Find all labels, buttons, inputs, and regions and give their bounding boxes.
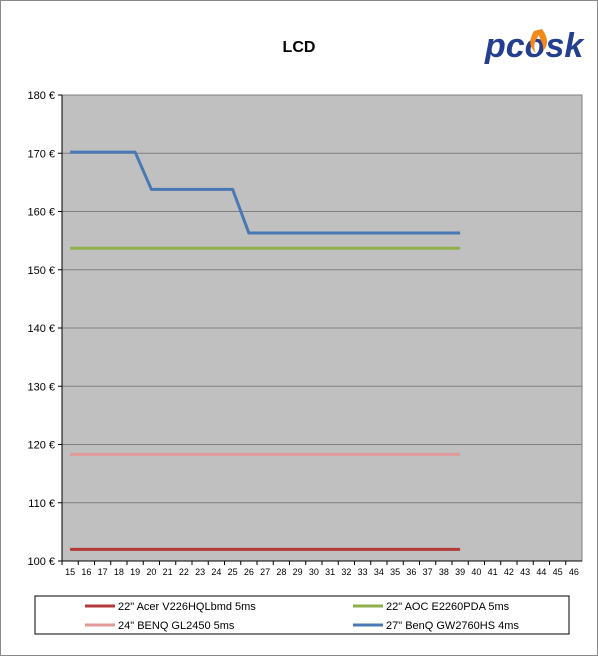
pcosk-logo: pcosk: [484, 27, 585, 65]
series-lines: [70, 150, 461, 551]
x-tick-label: 33: [358, 567, 368, 577]
x-tick-label: 16: [81, 567, 91, 577]
x-tick-label: 45: [553, 567, 563, 577]
y-tick-label: 130 €: [27, 381, 55, 393]
x-tick-label: 27: [260, 567, 270, 577]
x-tick-label: 44: [536, 567, 546, 577]
x-tick-label: 20: [146, 567, 156, 577]
x-tick-label: 32: [341, 567, 351, 577]
x-tick-label: 39: [455, 567, 465, 577]
y-tick-label: 140 €: [27, 323, 55, 335]
y-axis-ticks: 100 € 110 € 120 € 130 € 140 € 150 € 160 € 170 €…: [27, 90, 582, 568]
x-tick-label: 41: [488, 567, 498, 577]
grid-lines: [62, 94, 582, 562]
x-tick-label: 26: [244, 567, 254, 577]
y-tick-label: 110 €: [28, 498, 55, 510]
y-tick-label: 180 €: [27, 90, 55, 102]
legend-label: 27" BenQ GW2760HS 4ms: [386, 620, 519, 632]
x-tick-label: 36: [406, 567, 416, 577]
y-tick-label: 120 €: [27, 440, 55, 452]
x-tick-label: 31: [325, 567, 335, 577]
y-tick-label: 150 €: [27, 265, 55, 277]
x-tick-label: 23: [195, 567, 205, 577]
flame-icon: [530, 29, 548, 53]
x-axis-ticks: 15 16 17 18 19 20 21 22 23 24 25 26 27 28 29 30 31 32 33 34…: [61, 561, 579, 577]
x-tick-label: 35: [390, 567, 400, 577]
legend: 22" Acer V226HQLbmd 5ms 22" AOC E2260PDA …: [34, 595, 570, 635]
x-tick-label: 29: [293, 567, 303, 577]
x-tick-label: 24: [211, 567, 221, 577]
x-tick-label: 22: [179, 567, 189, 577]
y-tick-label: 160 €: [27, 207, 55, 219]
legend-label: 22" AOC E2260PDA 5ms: [386, 601, 510, 613]
x-tick-label: 42: [504, 567, 514, 577]
legend-label: 22" Acer V226HQLbmd 5ms: [118, 601, 256, 613]
x-tick-label: 43: [520, 567, 530, 577]
x-tick-label: 28: [276, 567, 286, 577]
legend-label: 24" BENQ GL2450 5ms: [118, 620, 235, 632]
x-tick-label: 38: [439, 567, 449, 577]
legend-box: [34, 595, 570, 635]
chart-title: LCD: [283, 39, 316, 56]
x-tick-label: 18: [114, 567, 124, 577]
x-tick-label: 21: [163, 567, 173, 577]
series-line-4: [70, 150, 461, 235]
x-tick-label: 46: [569, 567, 579, 577]
x-tick-label: 15: [65, 567, 75, 577]
y-tick-label: 100 €: [27, 556, 55, 568]
x-tick-label: 17: [98, 567, 108, 577]
x-tick-label: 19: [130, 567, 140, 577]
x-tick-label: 34: [374, 567, 384, 577]
y-tick-label: 170 €: [27, 148, 55, 160]
x-tick-label: 40: [471, 567, 481, 577]
x-tick-label: 30: [309, 567, 319, 577]
x-tick-label: 37: [423, 567, 433, 577]
x-tick-label: 25: [228, 567, 238, 577]
